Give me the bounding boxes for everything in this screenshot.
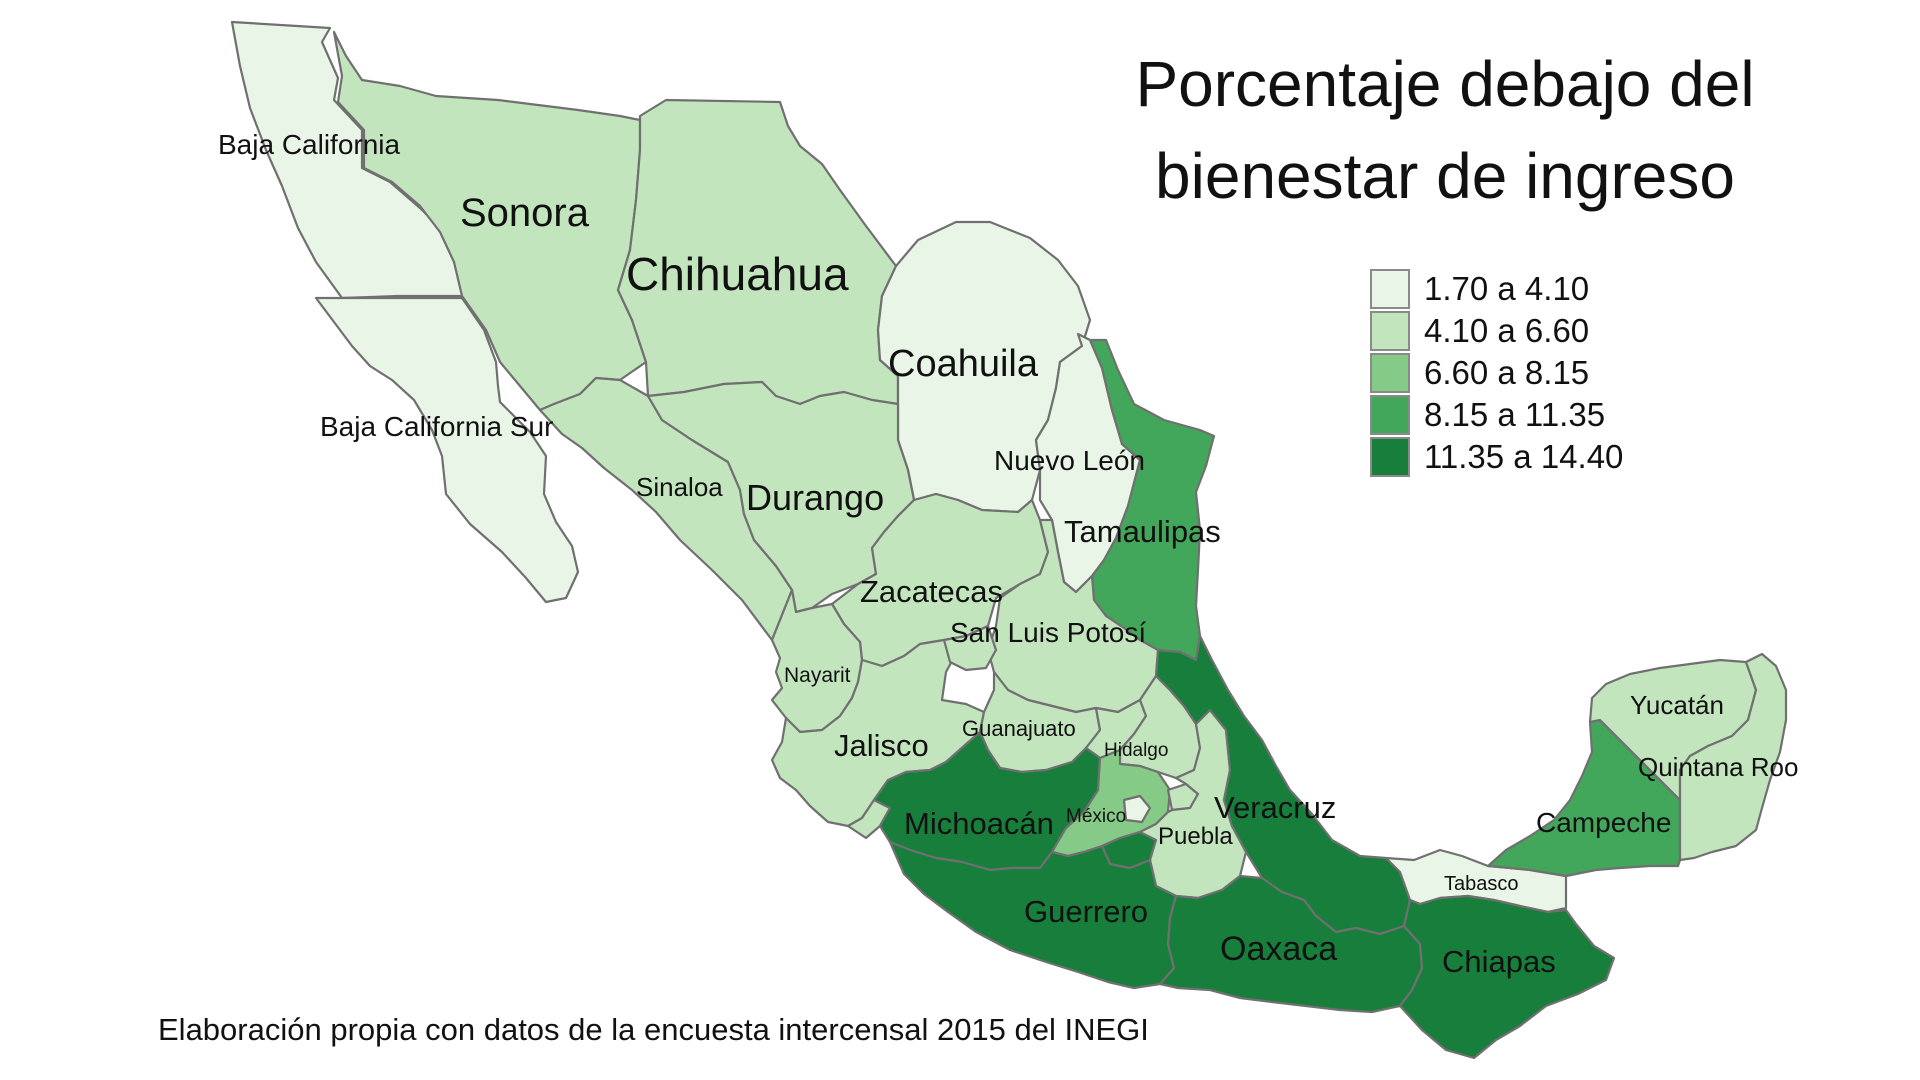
label-san-luis-potosi: San Luis Potosí — [950, 617, 1146, 648]
legend-item: 4.10 a 6.60 — [1370, 310, 1623, 352]
label-oaxaca: Oaxaca — [1220, 930, 1337, 968]
label-quintana-roo: Quintana Roo — [1638, 752, 1798, 782]
state-chiapas[interactable] — [1398, 894, 1616, 1060]
label-michoacan: Michoacán — [904, 806, 1054, 841]
label-nayarit: Nayarit — [784, 664, 851, 687]
state-guerrero[interactable] — [888, 840, 1178, 990]
state-quintana-roo[interactable] — [1678, 652, 1788, 862]
label-tabasco: Tabasco — [1444, 873, 1519, 895]
legend-label: 11.35 a 14.40 — [1424, 438, 1624, 475]
legend-item: 11.35 a 14.40 — [1370, 436, 1623, 478]
label-guanajuato: Guanajuato — [962, 716, 1076, 741]
legend-label: 8.15 a 11.35 — [1424, 396, 1606, 433]
legend-swatch — [1370, 353, 1410, 393]
label-mexico: México — [1066, 806, 1126, 827]
label-tamaulipas: Tamaulipas — [1064, 514, 1221, 549]
label-guerrero: Guerrero — [1024, 894, 1148, 929]
label-sinaloa: Sinaloa — [636, 472, 723, 502]
state-aguascalientes[interactable] — [942, 624, 998, 672]
label-zacatecas: Zacatecas — [860, 574, 1003, 609]
state-baja-california-sur[interactable] — [314, 296, 580, 604]
label-nuevo-leon: Nuevo León — [994, 445, 1145, 476]
source-caption: Elaboración propia con datos de la encue… — [158, 1012, 1149, 1047]
legend-swatch — [1370, 311, 1410, 351]
label-campeche: Campeche — [1536, 807, 1671, 838]
label-veracruz: Veracruz — [1214, 790, 1336, 825]
map-title-line-2: bienestar de ingreso — [1155, 140, 1735, 212]
legend-swatch — [1370, 269, 1410, 309]
legend-swatch — [1370, 437, 1410, 477]
legend-item: 6.60 a 8.15 — [1370, 352, 1623, 394]
legend-label: 4.10 a 6.60 — [1424, 312, 1590, 349]
label-baja-california-sur: Baja California Sur — [320, 411, 553, 442]
label-chiapas: Chiapas — [1442, 944, 1556, 979]
label-coahuila: Coahuila — [888, 343, 1039, 385]
label-puebla: Puebla — [1158, 823, 1233, 850]
legend-label: 1.70 a 4.10 — [1424, 270, 1590, 307]
legend: 1.70 a 4.10 4.10 a 6.60 6.60 a 8.15 8.15… — [1370, 268, 1623, 478]
label-sonora: Sonora — [460, 191, 590, 235]
label-jalisco: Jalisco — [834, 728, 929, 763]
label-yucatan: Yucatán — [1630, 690, 1724, 720]
label-chihuahua: Chihuahua — [626, 248, 849, 300]
label-durango: Durango — [746, 477, 884, 518]
legend-item: 1.70 a 4.10 — [1370, 268, 1623, 310]
legend-label: 6.60 a 8.15 — [1424, 354, 1590, 391]
state-cdmx[interactable] — [1122, 794, 1152, 824]
map-title-line-1: Porcentaje debajo del — [1135, 48, 1755, 120]
legend-item: 8.15 a 11.35 — [1370, 394, 1623, 436]
state-coahuila[interactable] — [876, 220, 1092, 514]
legend-swatch — [1370, 395, 1410, 435]
label-hidalgo: Hidalgo — [1104, 740, 1168, 761]
label-baja-california: Baja California — [218, 129, 401, 160]
